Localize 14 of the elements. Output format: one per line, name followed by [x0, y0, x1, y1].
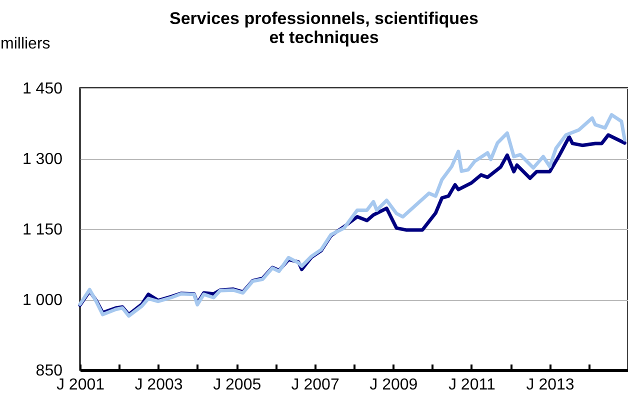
x-tick-label: J 2007	[291, 376, 340, 394]
y-tick-label: 1 150	[22, 222, 63, 238]
x-tick-label: J 2013	[526, 376, 574, 394]
chart-title: Services professionnels, scientifiques et techniques	[170, 9, 478, 47]
x-tick-label: J 2001	[56, 376, 105, 394]
x-tick-label: J 2005	[213, 376, 262, 394]
y-tick-label: 850	[36, 362, 63, 380]
y-tick-label: 1 000	[22, 292, 63, 309]
x-tick-label: J 2011	[448, 376, 496, 394]
y-tick-label: 1 300	[22, 151, 63, 168]
y-tick-label: 1 450	[22, 80, 63, 98]
y-axis-title: milliers	[0, 36, 50, 52]
x-tick-label: J 2003	[134, 376, 183, 394]
x-tick-label: J 2009	[370, 376, 418, 394]
